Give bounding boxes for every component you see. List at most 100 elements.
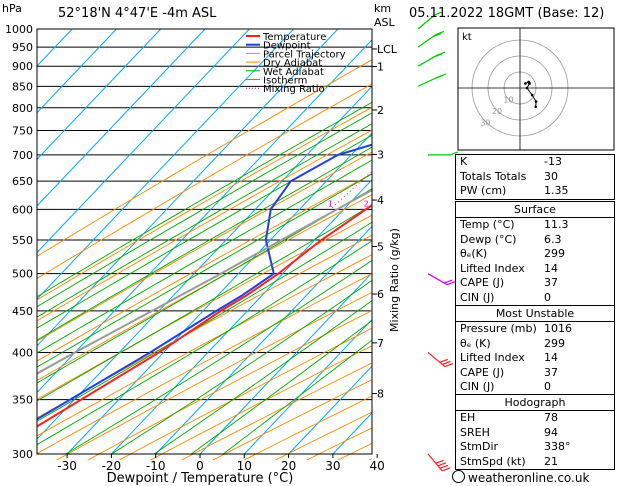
station-location: 52°18'N 4°47'E -4m ASL — [58, 6, 217, 21]
surface-label: Lifted Index — [460, 261, 525, 275]
surface-value: 299 — [544, 247, 565, 261]
index-row: Totals Totals 30 — [456, 170, 614, 185]
temperature-profile — [37, 204, 372, 428]
wind-barb — [417, 51, 446, 67]
km-tick-label: 8 — [377, 388, 384, 401]
footer-credit[interactable]: weatheronline.co.uk — [452, 470, 589, 485]
isotherm-line — [199, 272, 372, 455]
dry-adiabat — [37, 194, 372, 381]
wind-barb — [427, 351, 454, 368]
hodograph-point — [524, 82, 527, 85]
unstable-row: CIN (J) 0 — [456, 380, 614, 395]
pressure-tick-label: 800 — [12, 102, 33, 115]
hodo-row: StmSpd (kt) 21 — [456, 455, 614, 470]
dewpoint-profile — [37, 143, 372, 421]
index-row: PW (cm) 1.35 — [456, 184, 614, 199]
wet-adiabat — [153, 300, 372, 455]
hodograph-stats-title: Hodograph — [504, 396, 566, 409]
footer-text: weatheronline.co.uk — [468, 471, 590, 485]
most-unstable-title: Most Unstable — [495, 307, 575, 320]
wind-barb-flag — [439, 464, 449, 469]
pressure-tick-label: 600 — [12, 203, 33, 216]
wet-adiabat — [190, 320, 372, 455]
isotherm-line — [37, 29, 250, 254]
x-axis-title: Dewpoint / Temperature (°C) — [107, 471, 294, 486]
isotherm-line — [288, 365, 372, 455]
wind-barb — [428, 151, 459, 156]
surface-label: Temp (°C) — [460, 218, 515, 231]
most-unstable-panel: Most Unstable Pressure (mb) 1016 θₑ (K) 299… — [455, 305, 615, 396]
unstable-value: 14 — [544, 351, 558, 365]
isotherm-line — [37, 29, 162, 160]
wind-barb — [417, 11, 444, 30]
hodograph-kt-label: kt — [462, 32, 472, 43]
wet-adiabat — [37, 123, 372, 318]
isotherm-line — [37, 29, 206, 207]
dry-adiabat — [37, 254, 372, 437]
indices-panel: K -13 Totals Totals 30 PW (cm) 1.35 — [455, 154, 615, 200]
wind-barb — [417, 73, 447, 87]
temp-tick-label: -20 — [102, 459, 122, 473]
wind-barb-flag — [433, 32, 442, 37]
wind-barb — [427, 273, 456, 286]
legend-label: Temperature — [262, 32, 326, 43]
wind-barb-staff — [427, 273, 448, 286]
surface-title: Surface — [514, 203, 556, 216]
surface-row: Dewp (°C) 6.3 — [456, 233, 614, 248]
wet-adiabat — [37, 112, 372, 308]
surface-value: 0 — [544, 290, 551, 304]
wind-barb-flag — [443, 279, 453, 284]
mixing-ratio-label: 4 — [402, 199, 407, 208]
pressure-tick-label: 500 — [12, 268, 33, 281]
surface-value: 11.3 — [544, 218, 569, 231]
temp-tick-label: -30 — [57, 459, 77, 473]
wet-adiabat — [111, 279, 372, 455]
isotherm-line — [37, 39, 372, 394]
isotherm-line — [66, 132, 372, 455]
plot-area: 12345810152025 — [37, 29, 449, 460]
hodograph-ring-label: 30 — [480, 119, 490, 128]
index-value: 30 — [544, 169, 558, 183]
isotherm-line — [37, 85, 372, 440]
wind-barb-flag — [434, 74, 444, 80]
hodo-row: StmDir 338° — [456, 440, 614, 455]
surface-label: CAPE (J) — [460, 276, 505, 290]
wind-barb-staff — [417, 14, 436, 30]
temp-tick-label: 10 — [237, 459, 252, 473]
hodo-value: 338° — [544, 440, 571, 454]
hodograph-point — [534, 100, 538, 103]
mixing-ratio-label: 8 — [444, 199, 449, 208]
unstable-label: Pressure (mb) — [460, 322, 537, 335]
dry-adiabat — [37, 173, 372, 362]
unstable-value: 299 — [544, 336, 565, 350]
legend-label: Mixing Ratio — [263, 84, 325, 95]
km-tick-label: 4 — [377, 194, 384, 207]
unstable-row: θₑ (K) 299 — [456, 337, 614, 352]
legend-label: Isotherm — [263, 76, 307, 87]
wind-barb — [427, 453, 451, 472]
legend-label: Dry Adiabat — [263, 58, 322, 69]
unstable-label: CIN (J) — [460, 380, 495, 394]
pressure-tick-label: 950 — [12, 41, 33, 54]
wet-adiabat — [37, 173, 372, 368]
unstable-row: Pressure (mb) 1016 — [456, 322, 614, 337]
forecast-datetime: 05.11.2022 18GMT (Base: 12) — [409, 6, 605, 21]
pressure-tick-label: 350 — [12, 394, 33, 407]
dry-adiabat — [55, 291, 372, 460]
hodograph-ring-label: 10 — [503, 96, 513, 105]
index-value: -13 — [544, 155, 562, 168]
dry-adiabat — [87, 310, 372, 460]
wind-barb-flag — [435, 30, 445, 36]
dry-adiabat — [37, 151, 372, 342]
dry-adiabat — [37, 83, 372, 279]
km-tick-label: 5 — [377, 241, 384, 254]
wind-barb-staff — [417, 54, 438, 67]
legend-label: Dewpoint — [263, 41, 311, 52]
pressure-tick-label: 450 — [12, 305, 33, 318]
km-tick-label: 2 — [377, 104, 384, 117]
surface-row: θₑ(K) 299 — [456, 247, 614, 262]
hodograph-ring-label: 20 — [492, 107, 502, 116]
hodo-label: SREH — [460, 425, 490, 439]
parcel-trajectory-profile — [37, 188, 372, 375]
